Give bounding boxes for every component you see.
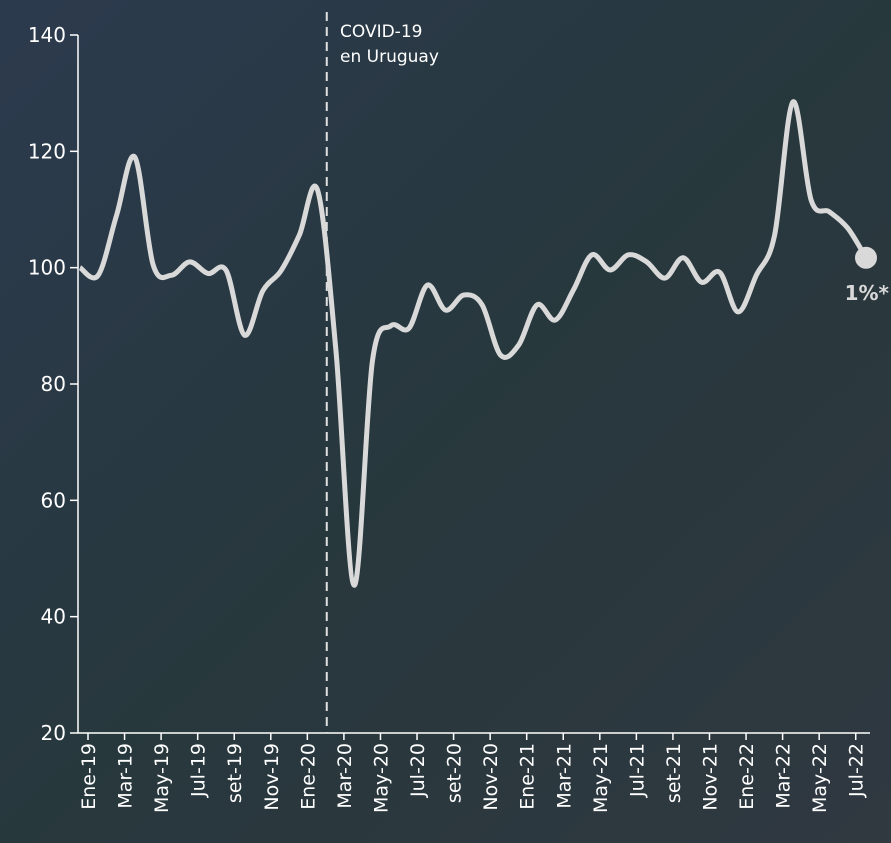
x-tick-label: May-19 <box>151 743 173 813</box>
y-tick-label: 40 <box>41 605 66 629</box>
x-tick-label: May-20 <box>370 743 392 813</box>
x-tick-label: Ene-21 <box>517 743 539 810</box>
x-tick-label: Ene-20 <box>297 743 319 810</box>
x-tick-label: Jul-20 <box>407 743 429 798</box>
x-tick-label: Jul-21 <box>626 743 648 798</box>
x-tick-label: Nov-21 <box>699 743 721 811</box>
x-tick-label: Nov-20 <box>480 743 502 811</box>
y-tick-label: 20 <box>41 721 66 745</box>
y-tick-label: 140 <box>28 23 66 47</box>
x-tick-label: May-22 <box>809 743 831 813</box>
x-tick-label: May-21 <box>590 743 612 813</box>
y-tick-label: 80 <box>41 372 66 396</box>
y-tick-label: 60 <box>41 488 66 512</box>
line <box>78 99 869 588</box>
end-point <box>855 246 877 269</box>
x-tick-label: Ene-22 <box>736 743 758 810</box>
x-tick-label: Nov-19 <box>261 743 283 811</box>
annotation: COVID-19 <box>340 22 422 42</box>
end-label: 1%* <box>845 281 890 305</box>
x-tick-label: set-20 <box>444 743 466 803</box>
x-tick-label: Mar-21 <box>553 743 575 809</box>
y-tick-label: 100 <box>28 256 66 280</box>
x-tick-label: Ene-19 <box>78 743 100 810</box>
x-tick-label: Jul-19 <box>188 743 210 798</box>
x-tick-label: Mar-19 <box>115 743 137 809</box>
x-tick-label: Jul-22 <box>846 743 868 798</box>
x-tick-label: set-19 <box>224 743 246 803</box>
y-tick-label: 120 <box>28 139 66 163</box>
x-tick-label: Mar-22 <box>773 743 795 809</box>
annotation: en Uruguay <box>340 47 439 67</box>
x-tick-label: set-21 <box>663 743 685 803</box>
x-tick-label: Mar-20 <box>334 743 356 809</box>
